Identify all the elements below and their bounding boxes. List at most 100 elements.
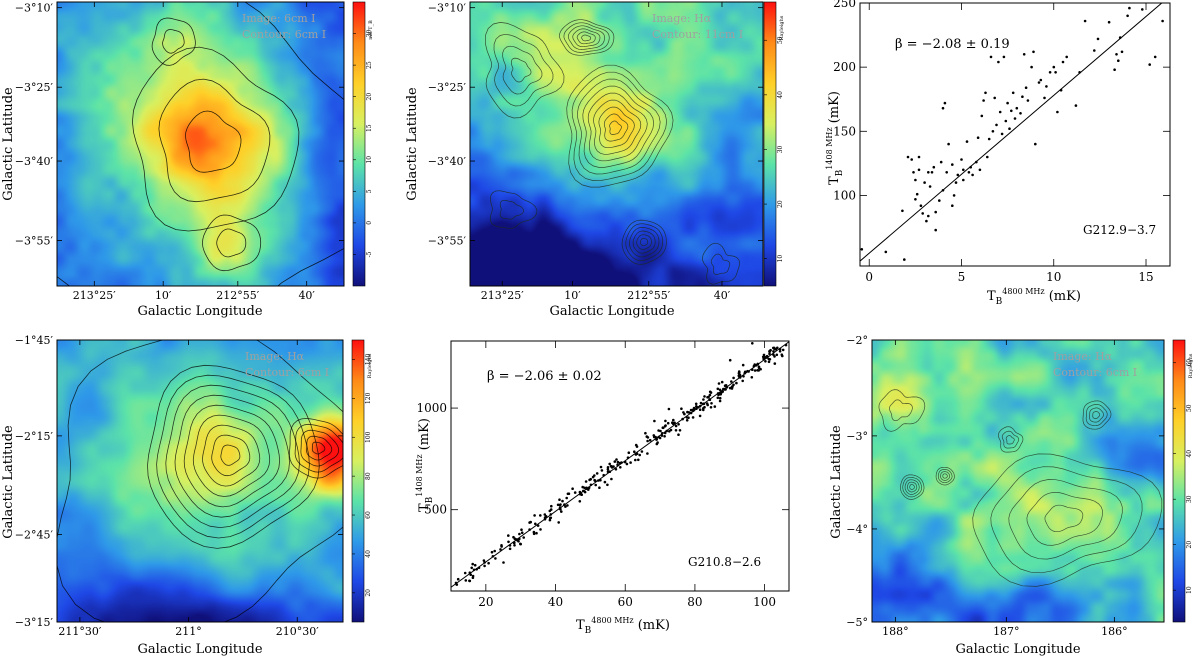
scatter2-point [738,375,741,378]
scatter2-point [674,429,678,432]
scatter2-point [539,528,542,531]
scatter2-point [728,358,732,362]
scatter2-point [673,421,676,425]
scatter2-point [718,388,722,392]
scatter2-point [518,532,521,536]
scatter2-point [468,571,472,574]
scatter2-point [768,349,771,353]
map1-frame [56,1,345,287]
map4-y-tick-label: −5° [846,616,868,629]
scatter2-y-tick-label: 500 [424,503,447,517]
scatter2-point [685,419,689,422]
scatter2-point [513,544,516,547]
scatter2-fit-line [451,341,789,588]
scatter2-point [548,518,552,522]
scatter2-y-label: TB1408 MHz (mK) [415,418,435,512]
map3-x-tick-label: 211° [175,625,202,638]
scatter2-point [560,510,563,513]
scatter2-point [687,416,690,420]
scatter2-point [703,395,706,398]
scatter1-point [860,248,864,251]
map4-colorbar-tick-label: 10 [1186,586,1193,594]
scatter1-point [938,199,941,202]
map3-contour [174,394,290,518]
scatter2-point [583,490,587,494]
scatter1-point [951,163,954,166]
scatter2-point [702,402,706,406]
map4-x-tick-label: 186° [1101,625,1128,638]
scatter1-point [1056,110,1059,114]
map2-contour [702,242,740,285]
scatter1-point [952,194,956,197]
scatter2-point [735,381,738,385]
scatter1-point [947,142,950,146]
scatter2-point [695,405,698,408]
map3-y-label: Galactic Latitude [1,425,16,539]
scatter2-point [594,483,597,487]
map4-contour [935,466,955,486]
scatter2-x-tick-label: 20 [478,595,493,609]
scatter1-point [1026,99,1030,102]
scatter2-point [698,408,702,412]
map4-contour [972,453,1163,587]
map3-colorbar-unit: Rayleighs [367,353,373,378]
map3-colorbar-tick-label: 80 [365,472,372,480]
scatter2-point [534,522,537,526]
map4-contour [937,469,953,484]
scatter2-point [626,456,630,460]
scatter2-point [608,462,611,466]
scatter2-point [561,499,564,503]
scatter2-point [627,451,631,455]
scatter2-point [493,549,497,553]
scatter1-y-tick-label: 100 [833,188,856,202]
scatter1-x-ticks: 0 5 10 15 [865,3,1154,284]
scatter2-point [610,477,613,481]
scatter2-point [705,402,709,405]
scatter2-point [550,504,553,508]
map4-colorbar-bar [1172,339,1186,623]
scatter2-point [591,475,595,479]
scatter2-point [773,355,776,358]
scatter1-point [910,158,913,161]
scatter2-point [512,535,515,539]
scatter2-point [719,393,722,396]
scatter1-point [1037,81,1041,84]
scatter1-point [954,181,958,184]
map2-colorbar-unit: Rayleighs [779,15,785,40]
map1-colorbar-bar [352,1,366,287]
scatter1-point [1054,71,1057,74]
map2-contour [621,219,667,265]
map1-colorbar-unit: mK T_B [368,20,374,40]
scatter2-x-label: TB4800 MHz (mK) [576,616,670,636]
map2-y-tick-label: −3°25′ [428,81,467,94]
scatter2-point [737,370,741,373]
map2-y-tick-label: −3°55′ [428,235,467,248]
scatter2-point [543,513,547,516]
scatter2-point [665,429,668,433]
map1-x-tick-label: 40′ [298,289,315,302]
scatter1-point [962,168,965,172]
scatter1-point [989,55,993,59]
scatter2-point [603,480,607,484]
scatter2-point [463,571,467,575]
scatter1-point [965,140,969,143]
scatter2-point [689,411,693,415]
map2-contour [502,45,543,95]
map4-colorbar-tick-label: 50 [1186,404,1193,412]
scatter2-point [618,461,622,465]
scatter1-point [915,192,919,196]
scatter1-point [960,158,963,161]
scatter2-point [539,514,542,517]
scatter2-point [723,384,727,388]
scatter1-point [1039,78,1043,82]
scatter2-point [716,387,720,391]
scatter1-point [941,106,945,110]
scatter2-point [610,466,614,469]
map2-colorbar-tick-label: 10 [777,255,784,263]
map2-y-label: Galactic Latitude [405,87,420,201]
scatter2-point [473,563,477,567]
map4-contour [878,389,926,432]
scatter2-point [600,469,604,472]
map4-x-ticks: 188° 187° 186° [882,340,1128,638]
scatter2-point [660,434,664,437]
